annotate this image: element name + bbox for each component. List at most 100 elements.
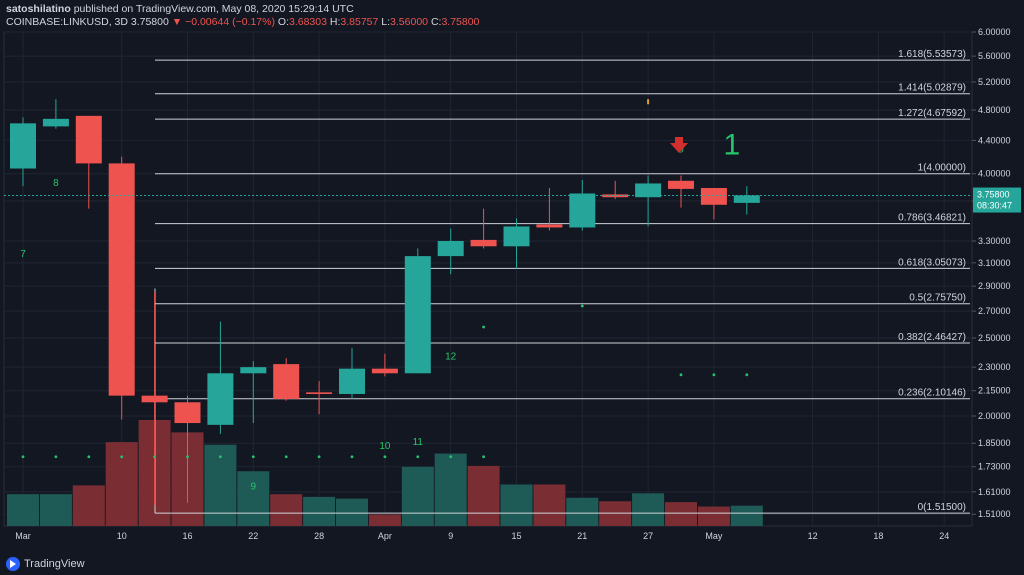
close-value: 3.75800	[441, 16, 480, 28]
down-arrow-icon	[670, 137, 688, 154]
volume-bar	[599, 501, 632, 526]
volume-bar	[500, 484, 533, 526]
y-tick-label: 4.40000	[978, 135, 1011, 145]
x-tick-label: 18	[873, 531, 883, 541]
y-tick-label: 6.00000	[978, 27, 1011, 37]
x-tick-label: 16	[182, 531, 192, 541]
volume-bar	[697, 506, 730, 526]
volume-bar	[665, 502, 697, 526]
fib-level-label: 0.786(3.46821)	[898, 213, 966, 224]
sequence-dot	[745, 373, 749, 377]
y-tick-label: 2.00000	[978, 411, 1011, 421]
y-tick-label: 1.61000	[978, 487, 1011, 497]
volume-bar	[39, 494, 72, 526]
candle-body	[108, 163, 135, 396]
volume-bar	[467, 465, 500, 526]
x-tick-label: Apr	[378, 531, 392, 541]
volume-bar	[204, 444, 237, 526]
volume-bar	[434, 453, 467, 526]
candle-body	[75, 115, 102, 164]
marker-orange	[647, 99, 650, 105]
volume-bar	[303, 496, 336, 526]
candle-body	[306, 392, 333, 394]
author-name[interactable]: satoshilatino	[6, 3, 71, 15]
candle-body	[602, 194, 629, 198]
sequence-count-label: 12	[445, 352, 457, 363]
sequence-count-label: 7	[20, 249, 26, 260]
y-tick-label: 4.80000	[978, 105, 1011, 115]
price-change: ▼ −0.00644 (−0.17%)	[171, 16, 275, 28]
x-tick-label: 28	[314, 531, 324, 541]
fib-level-label: 1.272(4.67592)	[898, 108, 966, 119]
x-tick-label: 15	[511, 531, 521, 541]
sequence-dot	[482, 325, 485, 329]
volume-bar	[237, 471, 270, 526]
volume-bar	[270, 494, 303, 526]
candle-body	[635, 183, 662, 198]
sequence-dot	[120, 455, 124, 459]
fib-level-label: 0.618(3.05073)	[898, 257, 966, 268]
sequence-big-label: 1	[723, 128, 740, 161]
y-tick-label: 2.30000	[978, 362, 1011, 372]
current-price-tag	[973, 187, 1021, 213]
fib-level-label: 0.5(2.75750)	[909, 293, 966, 304]
y-tick-label: 1.51000	[978, 509, 1011, 519]
x-tick-label: 21	[577, 531, 587, 541]
high-value: 3.85757	[340, 16, 379, 28]
x-tick-label: Mar	[15, 531, 31, 541]
candle-body	[207, 373, 234, 425]
sequence-count-label: 8	[53, 178, 59, 189]
candle-body	[240, 367, 267, 374]
y-tick-label: 4.00000	[978, 169, 1011, 179]
sequence-dot	[54, 455, 58, 459]
sequence-dot	[350, 455, 354, 459]
fib-level-label: 0.236(2.10146)	[898, 388, 966, 399]
symbol-line: COINBASE:LINKUSD, 3D 3.75800 ▼ −0.00644 …	[6, 16, 480, 28]
sequence-dot	[186, 455, 189, 459]
x-tick-label: 27	[643, 531, 653, 541]
y-tick-label: 2.50000	[978, 333, 1011, 343]
publish-info: published on TradingView.com, May 08, 20…	[73, 3, 354, 15]
fib-level-label: 1.414(5.02879)	[898, 83, 966, 94]
y-tick-label: 5.20000	[978, 77, 1011, 87]
candle-body	[339, 368, 365, 394]
candle-body	[668, 180, 694, 189]
volume-bar	[72, 485, 105, 526]
symbol[interactable]: COINBASE:LINKUSD, 3D	[6, 16, 128, 28]
candle-body	[42, 118, 69, 127]
sequence-dot	[580, 304, 584, 308]
candle-body	[404, 256, 431, 374]
x-tick-label: 24	[939, 531, 949, 541]
x-tick-label: 22	[248, 531, 258, 541]
y-tick-label: 2.90000	[978, 281, 1011, 291]
sequence-count-label: 11	[413, 437, 424, 448]
candle-body	[470, 239, 497, 247]
x-tick-label: May	[705, 531, 723, 541]
sequence-dot	[284, 455, 288, 459]
x-tick-label: 9	[448, 531, 453, 541]
sequence-dot	[21, 455, 25, 459]
fib-level-label: 0(1.51500)	[918, 502, 966, 513]
x-tick-label: 12	[808, 531, 818, 541]
sequence-dot	[383, 455, 387, 459]
sequence-dot	[219, 455, 222, 459]
sequence-dot	[482, 455, 485, 459]
volume-bar	[632, 493, 665, 526]
sequence-dot	[712, 373, 716, 377]
y-tick-label: 1.85000	[978, 438, 1011, 448]
volume-bar	[7, 494, 39, 526]
publish-line: satoshilatino published on TradingView.c…	[6, 3, 354, 15]
y-tick-label: 3.10000	[978, 258, 1011, 268]
tradingview-footer: TradingView	[6, 557, 85, 571]
candle-body	[733, 195, 760, 203]
sequence-dot	[87, 455, 91, 459]
x-tick-label: 10	[117, 531, 127, 541]
sequence-count-label: 9	[251, 482, 257, 493]
sequence-dot	[449, 455, 453, 459]
sequence-dot	[153, 455, 157, 459]
volume-bar	[566, 497, 599, 526]
candle-body	[141, 395, 168, 403]
last-price: 3.75800	[130, 16, 169, 28]
y-tick-label: 2.70000	[978, 306, 1011, 316]
